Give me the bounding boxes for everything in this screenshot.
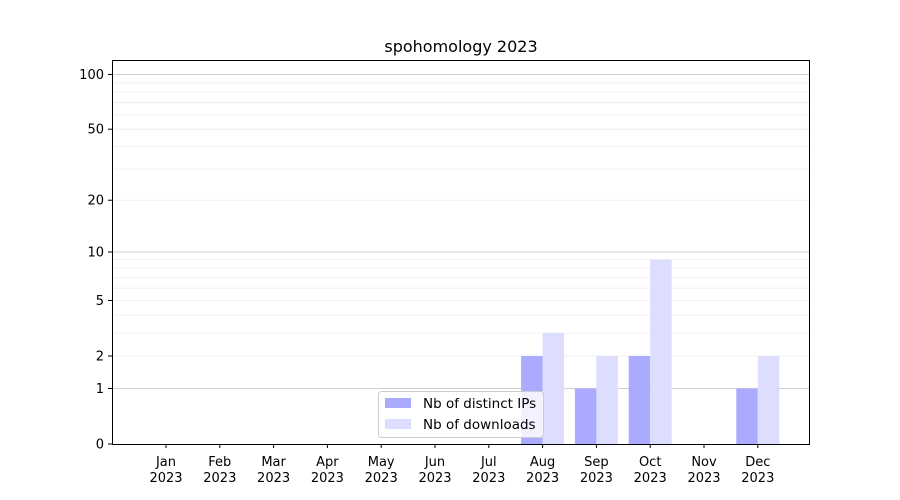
y-tick-label: 1 — [96, 382, 104, 397]
x-tick-label-year: 2023 — [634, 471, 667, 486]
bar-distinct-ips — [736, 388, 758, 444]
x-tick-label-month: Aug — [530, 455, 555, 470]
bar-distinct-ips — [628, 356, 651, 444]
bar-distinct-ips — [574, 388, 597, 444]
x-tick-label-year: 2023 — [687, 471, 720, 486]
x-tick-label-month: Feb — [208, 455, 231, 470]
x-tick-label-year: 2023 — [741, 471, 774, 486]
x-tick-label-month: May — [368, 455, 395, 470]
x-tick-label-year: 2023 — [472, 471, 505, 486]
y-axis: 0 1 2 5 10 20 50 100 — [79, 68, 112, 453]
x-tick-label-month: Nov — [691, 455, 717, 470]
x-tick-label-month: Jan — [155, 455, 176, 470]
x-tick-label-month: Jun — [424, 455, 445, 470]
x-tick-label-month: Dec — [745, 455, 770, 470]
plot-frame — [112, 60, 810, 445]
y-tick-label: 20 — [87, 194, 104, 209]
legend-swatch-distinct-ips — [385, 398, 411, 408]
legend: Nb of distinct IPs Nb of downloads — [378, 391, 544, 438]
y-tick-label: 2 — [96, 350, 104, 365]
y-tick-label: 10 — [87, 246, 104, 261]
y-tick-label: 0 — [96, 438, 104, 453]
x-tick-label-year: 2023 — [526, 471, 559, 486]
x-tick-label-month: Mar — [261, 455, 286, 470]
legend-label-downloads: Nb of downloads — [423, 417, 536, 433]
bar-downloads — [757, 356, 780, 444]
x-tick-label-year: 2023 — [418, 471, 451, 486]
y-tick-label: 5 — [96, 294, 104, 309]
bars — [521, 259, 780, 444]
grid-lines — [112, 73, 809, 389]
x-tick-label-year: 2023 — [257, 471, 290, 486]
x-tick-label-month: Jul — [480, 455, 497, 470]
x-tick-label-year: 2023 — [311, 471, 344, 486]
legend-label-distinct-ips: Nb of distinct IPs — [423, 396, 536, 412]
x-tick-label-year: 2023 — [580, 471, 613, 486]
x-tick-label-month: Sep — [584, 455, 609, 470]
chart-title: spohomology 2023 — [384, 37, 537, 56]
y-tick-label: 100 — [79, 68, 104, 83]
x-axis: Jan2023Feb2023Mar2023Apr2023May2023Jun20… — [149, 444, 774, 486]
legend-box — [378, 391, 544, 438]
x-tick-label-month: Oct — [639, 455, 661, 470]
bar-downloads — [596, 356, 618, 444]
x-tick-label-month: Apr — [316, 455, 339, 470]
y-tick-label: 50 — [87, 123, 104, 138]
x-tick-label-year: 2023 — [365, 471, 398, 486]
bar-downloads — [542, 332, 565, 444]
x-tick-label-year: 2023 — [149, 471, 182, 486]
x-tick-label-year: 2023 — [203, 471, 236, 486]
bar-downloads — [650, 259, 672, 444]
legend-swatch-downloads — [385, 419, 411, 429]
